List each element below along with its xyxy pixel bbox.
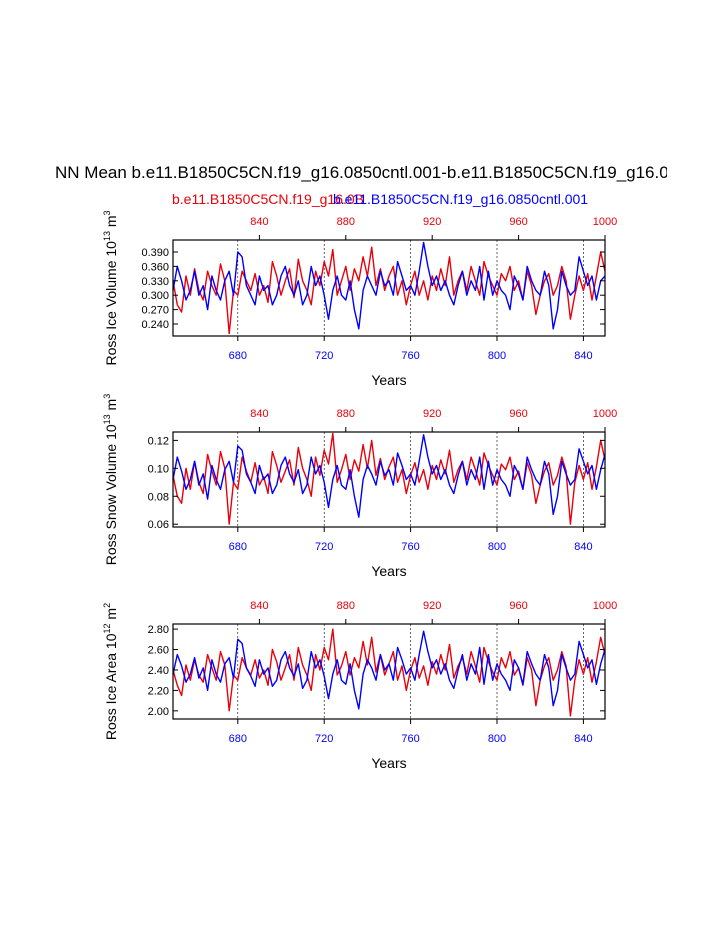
y-tick-label: 0.240	[141, 319, 169, 331]
plot-frame	[172, 431, 606, 528]
y-tick-label: 0.360	[141, 261, 169, 273]
x-tick-label-bottom: 840	[574, 733, 592, 745]
x-tick-label-bottom: 840	[574, 350, 592, 362]
y-tick-label: 0.12	[148, 435, 169, 447]
x-tick-label-top: 840	[250, 600, 268, 612]
x-tick-label-bottom: 720	[315, 541, 333, 553]
x-tick-label-top: 880	[337, 216, 355, 228]
x-tick-label-bottom: 800	[488, 733, 506, 745]
y-axis-title: Ross Snow Volume 1013 m3	[102, 394, 119, 565]
y-tick-label: 0.06	[148, 519, 169, 531]
blue-series-line	[172, 241, 606, 330]
x-tick-label-bottom: 720	[315, 350, 333, 362]
y-tick-label: 0.390	[141, 247, 169, 259]
y-axis-title: Ross Ice Volume 1013 m3	[102, 210, 119, 365]
chart-panel-1: 0.240 0.270 0.300 0.330 0.360 0.390 680 720 760 8…	[102, 210, 617, 388]
x-tick-label-top: 960	[509, 216, 527, 228]
x-tick-label-bottom: 720	[315, 733, 333, 745]
x-tick-label-top: 920	[423, 408, 441, 420]
x-tick-label-bottom: 680	[229, 541, 247, 553]
x-tick-label-bottom: 760	[401, 733, 419, 745]
x-axis-title: Years	[371, 755, 406, 771]
chart-panel-2: 0.06 0.08 0.10 0.12 680 720 760 800 840 840 880 920…	[102, 394, 617, 579]
x-axis-title: Years	[371, 372, 406, 388]
x-tick-label-top: 880	[337, 600, 355, 612]
blue-series-line	[172, 630, 606, 710]
x-tick-label-top: 840	[250, 216, 268, 228]
y-tick-label: 2.60	[148, 645, 169, 657]
blue-series-subtitle: b.e11.B1850C5CN.f19_g16.0850cntl.001	[333, 191, 589, 207]
x-tick-label-top: 920	[423, 600, 441, 612]
figure-title: NN Mean b.e11.B1850C5CN.f19_g16.0850cntl…	[55, 163, 667, 182]
y-tick-label: 0.10	[148, 463, 169, 475]
x-tick-label-top: 960	[509, 600, 527, 612]
x-axis-title: Years	[371, 563, 406, 579]
x-tick-label-top: 1000	[593, 408, 617, 420]
plot-frame	[172, 623, 606, 720]
y-tick-label: 0.270	[141, 305, 169, 317]
x-tick-label-top: 1000	[593, 216, 617, 228]
chart-panel-3: 2.00 2.20 2.40 2.60 2.80 680 720 760 800 840 840 88…	[102, 600, 617, 771]
x-tick-label-bottom: 760	[401, 350, 419, 362]
plot-frame	[172, 239, 606, 337]
x-tick-label-bottom: 840	[574, 541, 592, 553]
x-tick-label-bottom: 760	[401, 541, 419, 553]
x-tick-label-top: 960	[509, 408, 527, 420]
x-tick-label-bottom: 800	[488, 350, 506, 362]
y-axis-title: Ross Ice Area 1012 m2	[102, 603, 119, 740]
red-series-subtitle: b.e11.B1850C5CN.f19_g16.0B	[172, 191, 364, 207]
x-tick-label-bottom: 680	[229, 350, 247, 362]
x-tick-label-top: 880	[337, 408, 355, 420]
x-tick-label-top: 1000	[593, 600, 617, 612]
y-tick-label: 2.80	[148, 624, 169, 636]
blue-series-line	[172, 434, 606, 518]
y-tick-label: 0.300	[141, 290, 169, 302]
x-tick-label-bottom: 680	[229, 733, 247, 745]
y-tick-label: 0.08	[148, 491, 169, 503]
x-tick-label-bottom: 800	[488, 541, 506, 553]
y-tick-label: 2.40	[148, 665, 169, 677]
x-tick-label-top: 920	[423, 216, 441, 228]
y-tick-label: 2.20	[148, 685, 169, 697]
x-tick-label-top: 840	[250, 408, 268, 420]
y-tick-label: 0.330	[141, 276, 169, 288]
y-tick-label: 2.00	[148, 706, 169, 718]
